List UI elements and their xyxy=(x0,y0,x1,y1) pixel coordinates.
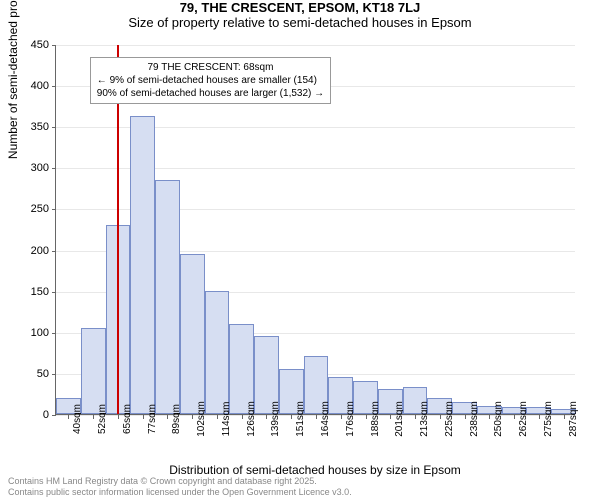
x-tick-mark xyxy=(539,415,540,419)
chart-container: 40sqm52sqm65sqm77sqm89sqm102sqm114sqm126… xyxy=(55,45,575,415)
x-tick-mark xyxy=(143,415,144,419)
y-tick-mark xyxy=(52,251,56,252)
histogram-bar xyxy=(205,291,230,414)
x-tick-mark xyxy=(93,415,94,419)
annotation-line-3: 90% of semi-detached houses are larger (… xyxy=(97,87,324,100)
y-tick-mark xyxy=(52,209,56,210)
x-axis-label: Distribution of semi-detached houses by … xyxy=(169,463,460,477)
y-tick-label: 450 xyxy=(19,39,49,51)
y-tick-label: 150 xyxy=(19,286,49,298)
y-tick-mark xyxy=(52,45,56,46)
x-tick-mark xyxy=(440,415,441,419)
x-tick-mark xyxy=(316,415,317,419)
y-tick-mark xyxy=(52,86,56,87)
x-tick-mark xyxy=(217,415,218,419)
x-tick-mark xyxy=(341,415,342,419)
y-tick-label: 250 xyxy=(19,203,49,215)
y-tick-label: 50 xyxy=(19,368,49,380)
annotation-box: 79 THE CRESCENT: 68sqm← 9% of semi-detac… xyxy=(90,57,331,104)
y-tick-mark xyxy=(52,333,56,334)
histogram-bar xyxy=(180,254,205,414)
histogram-bar xyxy=(155,180,180,414)
chart-subtitle: Size of property relative to semi-detach… xyxy=(0,15,600,30)
y-tick-mark xyxy=(52,415,56,416)
x-tick-mark xyxy=(564,415,565,419)
gridline xyxy=(56,45,575,46)
x-tick-mark xyxy=(415,415,416,419)
y-tick-mark xyxy=(52,127,56,128)
x-tick-label: 287sqm xyxy=(568,401,579,437)
x-tick-mark xyxy=(489,415,490,419)
y-tick-label: 200 xyxy=(19,245,49,257)
x-tick-mark xyxy=(192,415,193,419)
y-tick-label: 100 xyxy=(19,327,49,339)
plot-area: 40sqm52sqm65sqm77sqm89sqm102sqm114sqm126… xyxy=(55,45,575,415)
annotation-line-1: 79 THE CRESCENT: 68sqm xyxy=(97,61,324,74)
y-tick-label: 400 xyxy=(19,80,49,92)
x-tick-mark xyxy=(366,415,367,419)
x-tick-mark xyxy=(167,415,168,419)
x-tick-mark xyxy=(514,415,515,419)
footer-line-1: Contains HM Land Registry data © Crown c… xyxy=(8,476,352,487)
y-tick-label: 0 xyxy=(19,409,49,421)
footer-credits: Contains HM Land Registry data © Crown c… xyxy=(8,476,352,498)
x-tick-mark xyxy=(266,415,267,419)
x-tick-mark xyxy=(118,415,119,419)
y-axis-label: Number of semi-detached properties xyxy=(6,0,20,159)
footer-line-2: Contains public sector information licen… xyxy=(8,487,352,498)
x-tick-mark xyxy=(242,415,243,419)
y-tick-label: 350 xyxy=(19,121,49,133)
annotation-line-2: ← 9% of semi-detached houses are smaller… xyxy=(97,74,324,87)
histogram-bar xyxy=(81,328,106,414)
x-tick-mark xyxy=(68,415,69,419)
y-tick-mark xyxy=(52,374,56,375)
x-tick-mark xyxy=(465,415,466,419)
histogram-bar xyxy=(130,116,155,414)
chart-title: 79, THE CRESCENT, EPSOM, KT18 7LJ xyxy=(0,0,600,15)
y-tick-mark xyxy=(52,292,56,293)
x-tick-label: 275sqm xyxy=(543,401,554,437)
x-tick-mark xyxy=(291,415,292,419)
y-tick-mark xyxy=(52,168,56,169)
x-tick-mark xyxy=(390,415,391,419)
y-tick-label: 300 xyxy=(19,162,49,174)
